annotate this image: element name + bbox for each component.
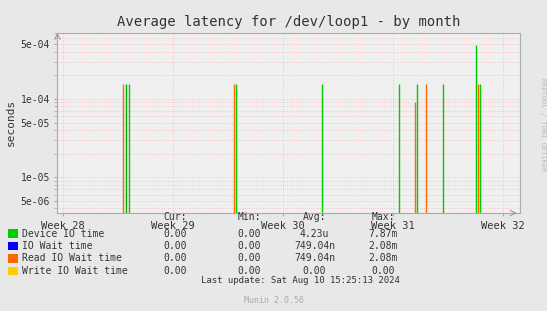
Text: 0.00: 0.00 — [164, 229, 187, 239]
Text: 0.00: 0.00 — [237, 229, 260, 239]
Text: 0.00: 0.00 — [164, 266, 187, 276]
Text: Cur:: Cur: — [164, 212, 187, 222]
Text: 0.00: 0.00 — [237, 241, 260, 251]
Text: 0.00: 0.00 — [164, 241, 187, 251]
Text: 0.00: 0.00 — [303, 266, 326, 276]
Text: RRDTOOL / TOBI OETIKER: RRDTOOL / TOBI OETIKER — [540, 78, 546, 171]
Text: 7.87m: 7.87m — [368, 229, 398, 239]
Text: 0.00: 0.00 — [371, 266, 394, 276]
Text: 749.04n: 749.04n — [294, 253, 335, 263]
Text: 0.00: 0.00 — [164, 253, 187, 263]
Text: Avg:: Avg: — [303, 212, 326, 222]
Title: Average latency for /dev/loop1 - by month: Average latency for /dev/loop1 - by mont… — [117, 15, 460, 29]
Text: 4.23u: 4.23u — [300, 229, 329, 239]
Text: 0.00: 0.00 — [237, 253, 260, 263]
Y-axis label: seconds: seconds — [6, 99, 16, 146]
Text: Write IO Wait time: Write IO Wait time — [22, 266, 127, 276]
Text: Munin 2.0.56: Munin 2.0.56 — [243, 296, 304, 305]
Text: Min:: Min: — [237, 212, 260, 222]
Text: Max:: Max: — [371, 212, 394, 222]
Text: 749.04n: 749.04n — [294, 241, 335, 251]
Text: Device IO time: Device IO time — [22, 229, 104, 239]
Text: 2.08m: 2.08m — [368, 253, 398, 263]
Text: Read IO Wait time: Read IO Wait time — [22, 253, 122, 263]
Text: Last update: Sat Aug 10 15:25:13 2024: Last update: Sat Aug 10 15:25:13 2024 — [201, 276, 400, 285]
Text: IO Wait time: IO Wait time — [22, 241, 92, 251]
Text: 2.08m: 2.08m — [368, 241, 398, 251]
Text: 0.00: 0.00 — [237, 266, 260, 276]
